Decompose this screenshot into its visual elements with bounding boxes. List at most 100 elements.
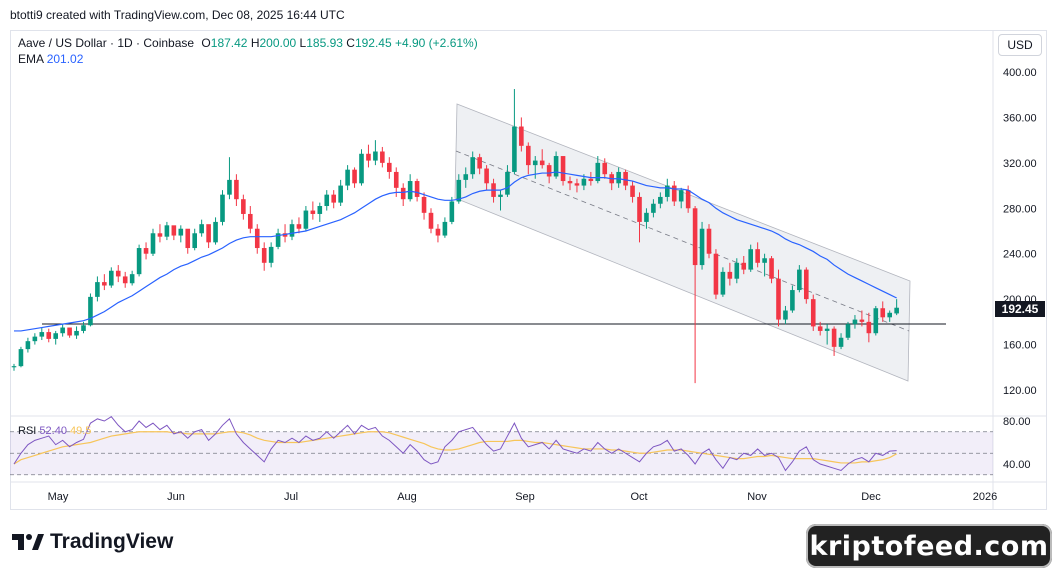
price-tick-label: 360.00 [1003,112,1037,124]
candle-body [317,206,323,214]
price-tick-label: 400.00 [1003,67,1037,79]
candle-body [644,212,649,222]
candle-body [685,190,691,209]
high-value: 200.00 [259,36,297,50]
candle-body [512,126,517,172]
close-value: 192.45 [354,36,392,50]
candle-body [129,274,135,284]
candle-body [817,326,823,331]
candle-body [157,233,163,237]
candle-body [526,145,531,166]
watermark-text: kriptofeed.com [809,530,1049,562]
candle-body [831,328,837,347]
candle-body [387,162,392,172]
candle-body [46,332,52,339]
candle-body [762,258,767,263]
candle-body [338,185,343,203]
candle-body [178,228,184,236]
candle-body [25,341,31,350]
time-tick-label: Jul [284,491,298,503]
candle-body [136,248,142,275]
candle-body [359,153,364,184]
candle-body [11,366,17,368]
open-label: O [201,36,211,50]
candle-body [755,249,760,263]
chart-panel[interactable] [10,30,1047,510]
rsi-label: RSI [18,425,37,437]
time-tick-label: Jun [167,491,185,503]
candle-body [74,330,79,336]
time-tick-label: May [48,491,69,503]
candle-body [532,160,538,166]
currency-button[interactable]: USD [998,34,1042,56]
candle-body [727,271,733,279]
candle-body [414,181,420,197]
candle-body [651,203,656,213]
candle-body [393,171,399,188]
rsi-value: 52.40 [39,425,67,437]
rsi-tick-label: 40.00 [1003,459,1031,471]
candle-body [289,224,295,237]
candle-body [115,270,121,277]
open-value: 187.42 [210,36,248,50]
candle-body [143,248,149,254]
candle-body [797,269,802,291]
candle-body [581,178,587,186]
candle-body [866,321,872,334]
candle-body [185,228,191,249]
candle-body [213,221,218,243]
candle-body [366,153,371,161]
candle-body [192,233,197,249]
candle-body [296,224,302,229]
close-label: C [346,36,355,50]
low-label: L [299,36,307,50]
candle-body [574,183,580,186]
candle-body [804,269,809,300]
candle-body [665,185,670,197]
candle-body [845,324,851,338]
price-tick-label: 240.00 [1003,249,1037,261]
candle-body [539,160,545,166]
candle-body [658,196,663,204]
candle-body [206,224,211,243]
candle-body [352,169,357,184]
candle-body [275,233,281,247]
candle-body [435,228,441,236]
ema-label: EMA [18,52,44,66]
candle-body [81,325,86,331]
candle-body [859,319,865,322]
candle-body [637,196,642,222]
ohlc-legend: Aave / US Dollar · 1D · Coinbase O187.42… [18,36,478,50]
rsi-line [13,416,897,472]
candle-body [505,171,510,195]
candle-body [824,328,830,331]
channel-midline [455,150,910,332]
rsi-ma-line [13,431,897,465]
candle-body [699,228,705,266]
change-value: +4.90 (+2.61%) [394,36,478,50]
candle-body [39,332,45,337]
candle-body [769,258,774,279]
candle-body [241,199,246,214]
candle-body [470,157,475,175]
candle-body [407,181,413,200]
candle-body [887,312,892,318]
ema-value: 201.02 [46,52,84,66]
candle-body [810,299,816,327]
candle-body [873,308,879,334]
candle-body [567,181,573,184]
candle-body [519,126,524,146]
candle-body [546,165,552,177]
time-tick-label: 2026 [973,491,997,503]
candle-body [88,296,93,326]
candle-body [560,156,566,182]
candle-body [220,194,225,222]
candle-body [442,221,448,236]
symbol-label: Aave / US Dollar · 1D · Coinbase [18,36,195,50]
candle-body [463,174,469,180]
candle-body [783,310,788,320]
candle-body [18,349,24,367]
time-tick-label: Dec [861,491,881,503]
candle-body [720,271,726,295]
